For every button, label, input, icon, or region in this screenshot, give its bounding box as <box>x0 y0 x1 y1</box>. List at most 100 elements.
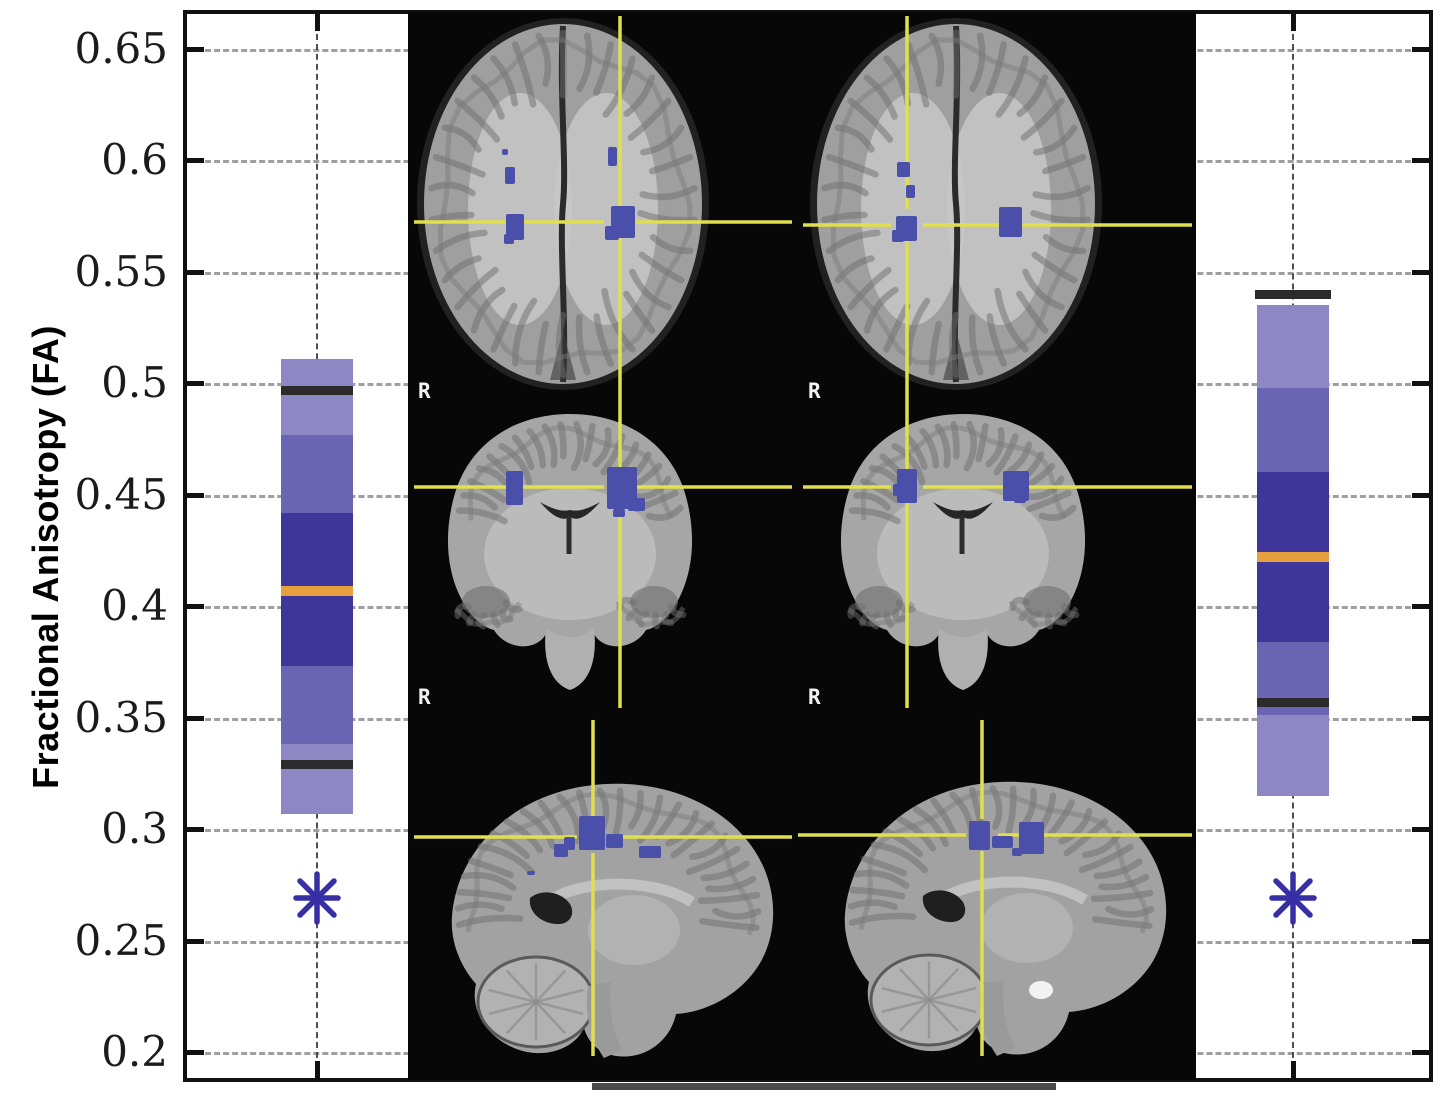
y-tick-label: 0.65 <box>74 24 168 73</box>
sulcus-stroke <box>454 97 501 143</box>
mri-panel-axial-right <box>810 18 1102 390</box>
sulcus-stroke <box>490 302 518 353</box>
boxplot-cap-line <box>1255 289 1331 299</box>
brainstem <box>545 628 595 690</box>
sulcus-stroke <box>883 611 894 628</box>
sulcus-stroke <box>712 907 762 920</box>
sulcus-stroke <box>654 801 682 840</box>
boxplot-quartile-segment <box>1257 715 1329 796</box>
sulcus-stroke <box>1092 916 1153 929</box>
y-tick-mark-right <box>1412 47 1429 52</box>
sulcus-stroke <box>454 266 499 311</box>
sulcus-stroke <box>1078 843 1134 874</box>
mri-panel-sagittal-right <box>844 781 1167 1056</box>
sulcus-stroke <box>950 421 960 460</box>
folia-stroke <box>881 998 930 1014</box>
fa-cluster <box>606 834 623 848</box>
sulcus-stroke <box>602 55 636 118</box>
sulcus-stroke <box>825 229 881 255</box>
folia-stroke <box>928 986 977 1002</box>
sulcus-stroke <box>994 287 1029 353</box>
brainstem <box>938 628 988 690</box>
sulcus-stroke <box>490 55 519 107</box>
significance-asterisk-right <box>1269 871 1317 925</box>
sulcus-stroke <box>537 799 564 837</box>
sulcus-stroke <box>928 320 942 376</box>
y-tick-label: 0.2 <box>101 1027 168 1076</box>
gyri-ring <box>465 791 756 936</box>
sulcus-stroke <box>1058 807 1093 845</box>
sulcus-stroke <box>467 857 514 879</box>
y-tick-label: 0.6 <box>101 135 168 185</box>
ventricle <box>922 890 966 923</box>
x-tick-mark-top <box>1291 14 1296 31</box>
y-tick-mark-right <box>1412 827 1429 833</box>
sulcus-stroke <box>519 808 556 850</box>
sulcus-stroke <box>667 603 687 619</box>
sulcus-stroke <box>1038 504 1077 521</box>
temporal-lobe-shadow <box>630 586 678 618</box>
sulcus-stroke <box>1016 290 1049 334</box>
sulcus-stroke <box>432 153 486 178</box>
sulcus-stroke <box>1033 124 1078 156</box>
y-tick-mark-right <box>1412 1050 1429 1055</box>
bright-spot <box>1029 981 1053 999</box>
y-tick-label: 0.35 <box>74 692 168 742</box>
asterisk-stroke <box>297 878 337 918</box>
sulcus-stroke <box>986 41 1007 96</box>
sulcus-stroke <box>928 32 945 87</box>
sulcus-stroke <box>705 875 757 893</box>
sulcus-stroke <box>860 478 900 503</box>
sulcus-stroke <box>477 843 536 876</box>
folia-stroke <box>535 988 584 1004</box>
sulcus-stroke <box>535 32 552 87</box>
thalamus <box>981 893 1073 963</box>
sulcus-stroke <box>661 611 675 627</box>
y-tick-mark-right <box>1412 492 1429 498</box>
cortical-sulci <box>428 29 698 379</box>
sulcus-stroke <box>455 914 524 928</box>
sulcus-stroke <box>895 599 916 613</box>
gyri-ring <box>616 601 686 627</box>
sulcus-stroke <box>1020 787 1037 828</box>
sulcus-stroke <box>638 251 685 284</box>
sulcus-stroke <box>1047 799 1075 838</box>
sulcus-stroke <box>576 32 593 92</box>
sulcus-stroke <box>1063 818 1109 857</box>
boxplot-median-line <box>281 585 353 596</box>
temporal-sulci <box>616 596 687 630</box>
sulcus-stroke <box>860 855 907 877</box>
sulcus-stroke <box>441 255 482 284</box>
sulcus-stroke <box>1054 611 1068 627</box>
sulcus-stroke <box>919 427 940 469</box>
sulcus-stroke <box>629 268 672 311</box>
sulcus-stroke <box>853 869 910 889</box>
brainstem <box>979 980 1015 1056</box>
sulcus-stroke <box>1030 210 1091 224</box>
sulcus-stroke <box>1032 184 1091 201</box>
sulcus-stroke <box>454 901 505 913</box>
sulcus-stroke <box>1105 905 1155 918</box>
y-tick-mark-left <box>187 715 204 721</box>
sulcus-stroke <box>498 442 533 486</box>
sulcus-stroke <box>821 181 869 197</box>
sulcus-stroke <box>460 871 517 891</box>
sulcus-stroke <box>1022 268 1065 311</box>
sulcus-stroke <box>475 611 488 630</box>
sulcus-stroke <box>1060 603 1080 619</box>
cortical-sulci <box>821 29 1091 379</box>
sulcus-stroke <box>559 29 567 99</box>
sulcus-stroke <box>582 422 596 463</box>
sulcus-stroke <box>428 181 476 197</box>
sulcus-stroke <box>847 899 898 911</box>
overlay-layer <box>414 16 1192 1056</box>
orientation-marker-axial-left: R <box>418 379 431 403</box>
sulcus-stroke <box>454 603 473 619</box>
fa-cluster <box>1012 848 1022 856</box>
sulcus-stroke <box>512 297 538 367</box>
fa-cluster <box>504 234 514 244</box>
boxplot-quartile-segment <box>1257 387 1329 473</box>
significance-asterisk-left <box>293 871 341 925</box>
sulcus-stroke <box>649 233 694 255</box>
y-tick-mark-left <box>187 158 204 164</box>
